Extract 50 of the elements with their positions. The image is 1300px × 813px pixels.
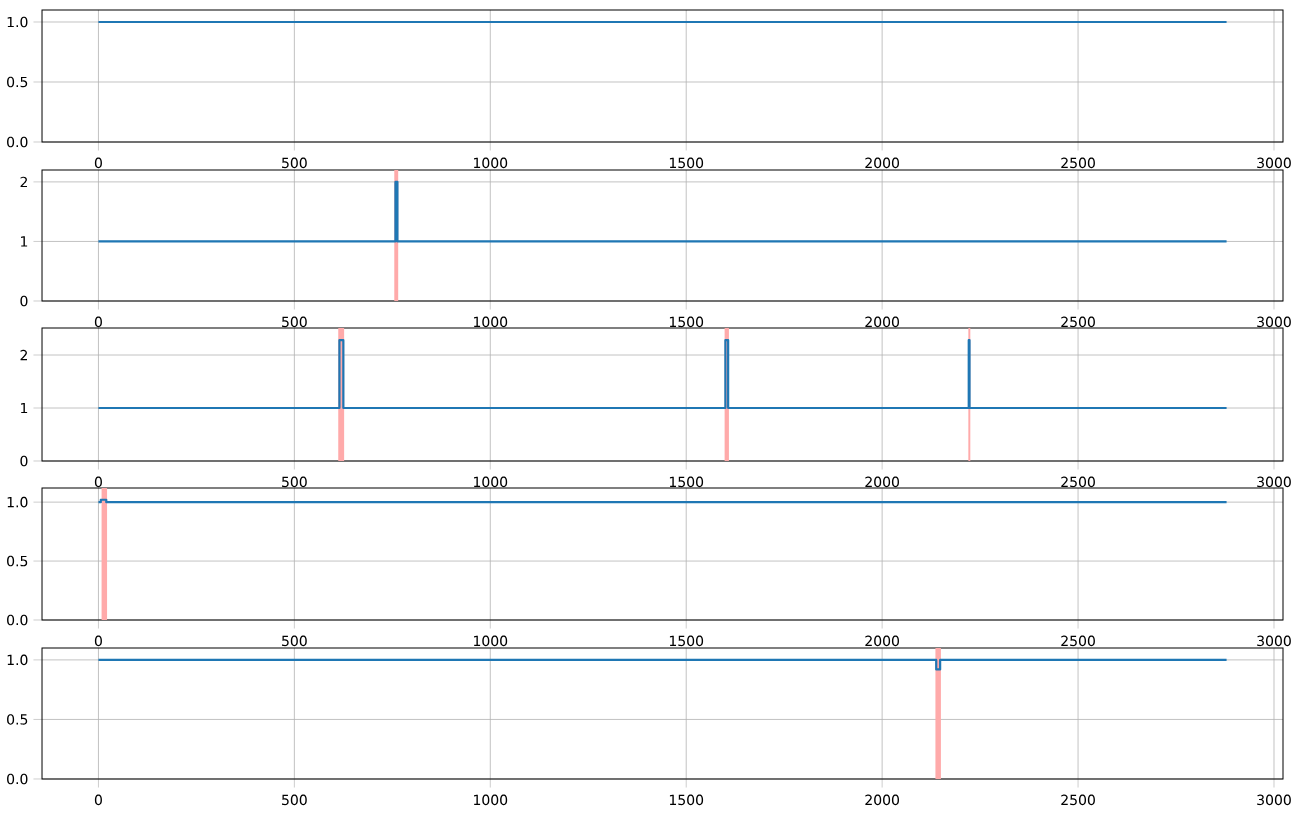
x-tick-label: 0: [94, 635, 102, 647]
x-tick-label: 1000: [474, 794, 508, 806]
y-tick-label: 1: [21, 402, 28, 414]
x-tick-label: 500: [282, 157, 307, 169]
x-tick-label: 1500: [669, 635, 704, 647]
x-tick-label: 2000: [865, 635, 899, 647]
x-tick-label: 1500: [669, 157, 704, 169]
y-tick-label: 0: [20, 295, 28, 307]
y-tick-label: 0.5: [7, 714, 28, 725]
x-tick-label: 2000: [865, 476, 899, 488]
y-tick-label: 0.5: [7, 555, 28, 567]
x-tick-label: 2500: [1061, 794, 1095, 806]
x-tick-label: 1500: [669, 476, 704, 488]
x-tick-label: 3000: [1257, 316, 1291, 328]
y-tick-label: 1.0: [7, 654, 28, 666]
y-tick-label: 2: [20, 349, 27, 361]
y-tick-label: 1: [21, 236, 28, 247]
x-tick-label: 3000: [1257, 476, 1291, 488]
y-tick-label: 0.5: [7, 76, 28, 88]
x-tick-label: 0: [94, 157, 102, 169]
x-tick-label: 0: [94, 316, 102, 328]
x-tick-label: 2500: [1061, 476, 1095, 488]
y-tick-label: 2: [20, 176, 27, 188]
y-tick-label: 0.0: [7, 614, 28, 626]
x-tick-label: 2000: [865, 316, 899, 328]
x-tick-label: 3000: [1257, 794, 1291, 806]
x-tick-label: 3000: [1257, 157, 1291, 169]
x-tick-label: 2500: [1061, 635, 1095, 647]
y-tick-label: 0.0: [7, 773, 28, 785]
x-tick-label: 2500: [1061, 316, 1095, 328]
x-tick-label: 2500: [1061, 157, 1095, 169]
x-tick-label: 0: [94, 794, 102, 806]
y-tick-label: 1.0: [7, 496, 28, 508]
x-tick-label: 500: [282, 635, 307, 647]
y-tick-label: 1.0: [7, 16, 28, 28]
x-tick-label: 2000: [865, 794, 899, 806]
x-tick-label: 0: [94, 476, 102, 488]
y-tick-label: 0.0: [7, 136, 28, 148]
x-tick-label: 1000: [474, 316, 508, 328]
x-tick-label: 500: [282, 476, 307, 488]
x-tick-label: 1000: [474, 476, 508, 488]
x-tick-label: 1500: [669, 316, 704, 328]
x-tick-label: 1500: [669, 794, 704, 806]
x-tick-label: 3000: [1257, 635, 1291, 647]
x-tick-label: 1000: [474, 157, 508, 169]
x-tick-label: 2000: [865, 157, 899, 169]
x-tick-label: 500: [282, 316, 307, 328]
y-tick-label: 0: [20, 455, 28, 467]
x-tick-label: 500: [282, 794, 307, 806]
x-tick-label: 1000: [474, 635, 508, 647]
